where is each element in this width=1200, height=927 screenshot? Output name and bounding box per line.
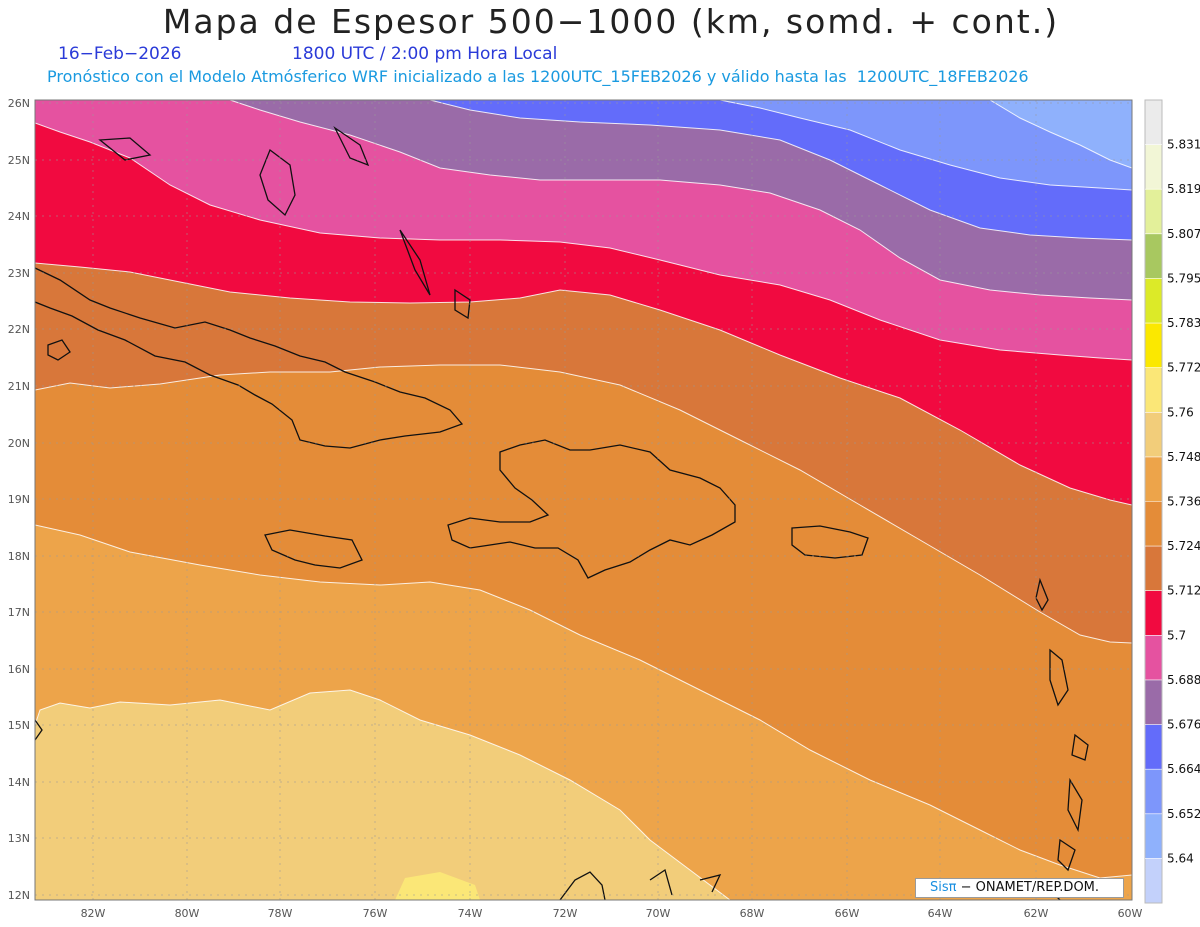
colorbar-swatch xyxy=(1145,813,1162,859)
lat-label: 17N xyxy=(8,606,30,619)
colorbar-label: 5.712 xyxy=(1167,584,1200,598)
lat-label: 12N xyxy=(8,889,30,902)
forecast-date: 16−Feb−2026 xyxy=(58,44,182,64)
lon-label: 74W xyxy=(458,907,483,920)
lat-label: 15N xyxy=(8,719,30,732)
coastlines xyxy=(35,126,1089,900)
lon-label: 68W xyxy=(740,907,765,920)
colorbar-label: 5.783 xyxy=(1167,316,1200,330)
lon-label: 70W xyxy=(646,907,671,920)
thickness-bands xyxy=(35,100,1132,900)
lat-label: 23N xyxy=(8,267,30,280)
colorbar-labels: 5.831 5.819 5.807 5.795 5.783 5.772 5.76 5.748 5… xyxy=(1167,138,1200,866)
colorbar-swatch xyxy=(1145,323,1162,369)
lon-label: 66W xyxy=(835,907,860,920)
lat-label: 22N xyxy=(8,323,30,336)
colorbar-swatch xyxy=(1145,501,1162,547)
lon-label: 78W xyxy=(268,907,293,920)
colorbar-label: 5.676 xyxy=(1167,718,1200,732)
colorbar-swatch xyxy=(1145,590,1162,636)
latitude-axis: 26N 25N 24N 23N 22N 21N 20N 19N 18N 17N … xyxy=(8,97,30,902)
lat-label: 21N xyxy=(8,380,30,393)
colorbar-label: 5.688 xyxy=(1167,673,1200,687)
colorbar-swatch xyxy=(1145,233,1162,279)
colorbar-swatch xyxy=(1145,367,1162,413)
lat-label: 13N xyxy=(8,832,30,845)
lon-label: 60W xyxy=(1118,907,1143,920)
colorbar-label: 5.807 xyxy=(1167,227,1200,241)
lon-label: 82W xyxy=(81,907,106,920)
lat-label: 18N xyxy=(8,550,30,563)
sispi-logo-text: Sisπ xyxy=(930,880,957,895)
forecast-time: 1800 UTC / 2:00 pm Hora Local xyxy=(292,44,558,64)
colorbar-label: 5.748 xyxy=(1167,450,1200,464)
colorbar xyxy=(1144,99,1163,904)
colorbar-label: 5.795 xyxy=(1167,271,1200,285)
colorbar-label: 5.64 xyxy=(1167,851,1194,865)
grid-lines xyxy=(35,100,1132,900)
model-info: Pronóstico con el Modelo Atmósferico WRF… xyxy=(47,67,1029,86)
colorbar-label: 5.819 xyxy=(1167,182,1200,196)
colorbar-swatch xyxy=(1145,278,1162,324)
lat-label: 19N xyxy=(8,493,30,506)
lat-label: 14N xyxy=(8,776,30,789)
map-title: Mapa de Espesor 500−1000 (km, somd. + co… xyxy=(162,2,1060,41)
colorbar-swatch xyxy=(1145,724,1162,770)
lon-label: 72W xyxy=(553,907,578,920)
lat-label: 20N xyxy=(8,437,30,450)
colorbar-swatch xyxy=(1145,456,1162,502)
colorbar-label: 5.652 xyxy=(1167,807,1200,821)
colorbar-label: 5.7 xyxy=(1167,628,1186,642)
colorbar-swatch xyxy=(1145,858,1162,904)
lon-label: 64W xyxy=(928,907,953,920)
colorbar-label: 5.76 xyxy=(1167,405,1194,419)
lat-label: 26N xyxy=(8,97,30,110)
lon-label: 76W xyxy=(363,907,388,920)
longitude-axis: 82W 80W 78W 76W 74W 72W 70W 68W 66W 64W … xyxy=(81,907,1143,920)
colorbar-swatch xyxy=(1145,100,1162,146)
colorbar-label: 5.772 xyxy=(1167,361,1200,375)
lon-label: 80W xyxy=(175,907,200,920)
credit-box: Sisπ − ONAMET/REP.DOM. xyxy=(915,878,1124,898)
colorbar-swatch xyxy=(1145,679,1162,726)
band-5-64 xyxy=(990,100,1132,168)
lat-label: 24N xyxy=(8,210,30,223)
lat-label: 16N xyxy=(8,663,30,676)
colorbar-label: 5.736 xyxy=(1167,495,1200,509)
colorbar-swatch xyxy=(1145,144,1162,190)
colorbar-label: 5.664 xyxy=(1167,762,1200,776)
lat-label: 25N xyxy=(8,154,30,167)
lon-label: 62W xyxy=(1024,907,1049,920)
colorbar-swatch xyxy=(1145,769,1162,815)
contour-lines xyxy=(35,100,1132,900)
colorbar-swatch xyxy=(1145,635,1162,681)
colorbar-label: 5.831 xyxy=(1167,138,1200,152)
map-frame xyxy=(34,99,1133,901)
colorbar-swatch xyxy=(1145,412,1162,458)
colorbar-swatch xyxy=(1145,546,1162,592)
colorbar-swatch xyxy=(1145,189,1162,235)
colorbar-label: 5.724 xyxy=(1167,539,1200,553)
band-5-76 xyxy=(395,872,480,900)
credit-text: − ONAMET/REP.DOM. xyxy=(960,880,1100,895)
